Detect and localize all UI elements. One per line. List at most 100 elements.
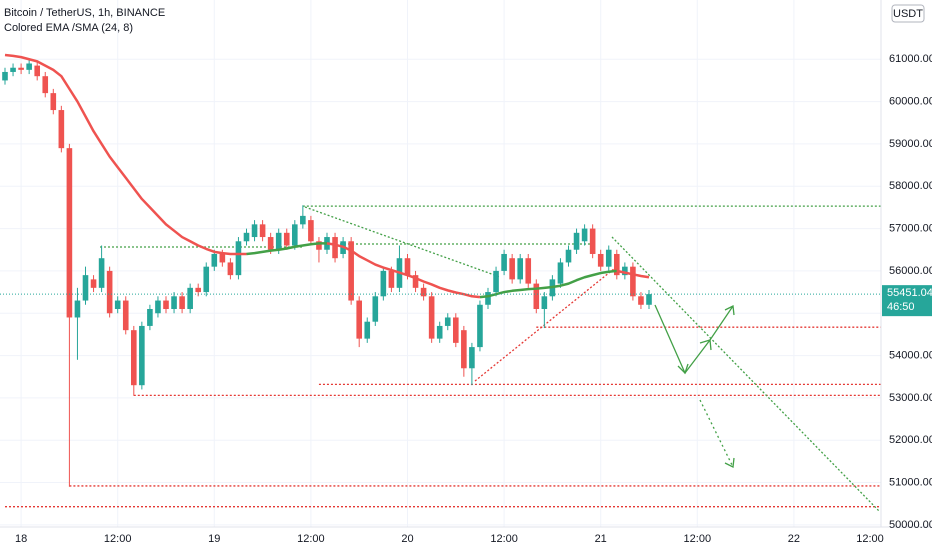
candle-body xyxy=(26,63,32,70)
candle-body xyxy=(98,258,105,288)
candle-body xyxy=(106,270,113,314)
candle-body xyxy=(219,253,226,263)
candle-body xyxy=(380,270,387,297)
projection-arrow xyxy=(654,304,734,375)
candle-body xyxy=(179,296,185,310)
candle-body xyxy=(90,279,97,288)
candle-body xyxy=(597,253,604,267)
candle-body xyxy=(187,287,193,310)
candle-body xyxy=(469,347,475,369)
candle-body xyxy=(195,287,201,293)
candle-body xyxy=(614,253,620,276)
candle-body xyxy=(34,65,40,77)
candle-body xyxy=(332,237,338,259)
candle-body xyxy=(300,215,306,225)
y-tick-label: 54000.00 xyxy=(889,349,932,361)
candle-body xyxy=(517,258,523,280)
x-tick-label: 22 xyxy=(788,533,800,545)
candle-body xyxy=(356,300,362,339)
candle-body xyxy=(477,304,483,348)
candle-body xyxy=(573,232,580,250)
ema-line xyxy=(4,53,247,256)
candle-body xyxy=(66,148,73,318)
x-tick-label: 21 xyxy=(595,533,607,545)
candle-body xyxy=(541,296,548,310)
y-tick-label: 56000.00 xyxy=(889,265,932,277)
y-tick-label: 51000.00 xyxy=(889,476,932,488)
y-tick-label: 60000.00 xyxy=(889,95,932,107)
candle-body xyxy=(267,237,274,250)
candle-body xyxy=(436,325,443,339)
levels xyxy=(5,205,881,508)
candle-body xyxy=(428,296,435,339)
y-tick-label: 50000.00 xyxy=(889,519,932,531)
y-tick-label: 57000.00 xyxy=(889,222,932,234)
candle-body xyxy=(283,232,290,246)
candle-body xyxy=(372,296,379,322)
arrow-head xyxy=(724,305,735,316)
x-tick-label: 18 xyxy=(15,533,27,545)
candle-body xyxy=(348,241,354,301)
candle-body xyxy=(525,258,532,284)
arrow-head xyxy=(677,363,689,375)
candle-body xyxy=(420,287,427,297)
arrow-head xyxy=(699,339,712,351)
x-tick-label: 12:00 xyxy=(490,533,518,545)
candle-body xyxy=(139,325,145,386)
y-tick-label: 61000.00 xyxy=(889,53,932,65)
candle-body xyxy=(155,300,161,314)
y-tick-label: 53000.00 xyxy=(889,392,932,404)
candle-body xyxy=(581,228,588,242)
candle-body xyxy=(58,110,65,149)
candle-body xyxy=(412,275,419,288)
ema xyxy=(4,53,650,299)
indicator-label: Colored EMA /SMA (24, 8) xyxy=(4,22,133,34)
candle-body xyxy=(388,270,395,288)
candle-body xyxy=(292,224,298,246)
countdown: 46:50 xyxy=(887,301,915,313)
candle-body xyxy=(316,241,322,250)
arrow-head xyxy=(724,457,735,468)
candle-body xyxy=(227,262,234,276)
chart-title: Bitcoin / TetherUS, 1h, BINANCE xyxy=(4,7,165,19)
currency: USDT xyxy=(893,8,923,20)
candle-body xyxy=(364,321,371,339)
trend-line xyxy=(474,267,616,382)
x-tick-label: 12:00 xyxy=(297,533,325,545)
candle-body xyxy=(605,249,612,267)
ema-line xyxy=(326,242,481,299)
candle-body xyxy=(453,317,459,343)
candle-body xyxy=(50,93,57,111)
x-tick-label: 12:00 xyxy=(856,533,884,545)
candle-body xyxy=(251,224,258,238)
candle-body xyxy=(589,228,596,254)
x-tick-label: 12:00 xyxy=(684,533,712,545)
candle-body xyxy=(171,296,177,310)
ema-line xyxy=(616,269,650,279)
candle-body xyxy=(259,224,266,238)
x-tick-label: 19 xyxy=(208,533,220,545)
y-tick-label: 58000.00 xyxy=(889,180,932,192)
last-price-box xyxy=(882,285,932,317)
candle-body xyxy=(493,270,499,293)
candle-body xyxy=(444,317,451,326)
candle-body xyxy=(509,258,515,280)
y-tick-label: 52000.00 xyxy=(889,434,932,446)
ema-line xyxy=(246,242,327,256)
candle-body xyxy=(163,300,169,310)
currency-box[interactable] xyxy=(891,4,925,23)
candle-body xyxy=(235,241,242,276)
candle-body xyxy=(275,232,282,250)
candle-body xyxy=(42,76,49,94)
candle-body xyxy=(211,253,218,267)
candle-body xyxy=(203,266,210,293)
candle-body xyxy=(114,300,121,310)
x-tick-label: 20 xyxy=(401,533,413,545)
candle-body xyxy=(533,283,540,310)
candle-body xyxy=(18,67,24,70)
ema-line xyxy=(479,269,617,299)
candle-body xyxy=(82,275,89,301)
